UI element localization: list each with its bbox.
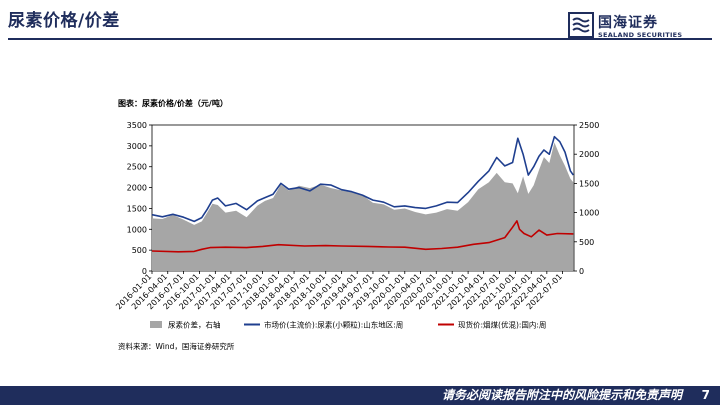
y-right-tick-label: 2500: [579, 121, 599, 130]
y-left-tick-label: 0: [142, 267, 147, 276]
footer-disclaimer: 请务必阅读报告附注中的风险提示和免责声明: [441, 388, 682, 402]
y-left-tick-label: 1500: [127, 204, 147, 213]
brand-logo: 国海证券 SEALAND SECURITIES: [568, 10, 708, 44]
series-line-coal-spot-price: [151, 220, 574, 253]
y-left-tick-label: 500: [132, 246, 147, 255]
y-right-tick-label: 1000: [579, 209, 599, 218]
y-right-tick-label: 0: [579, 267, 584, 276]
page-number: 7: [701, 388, 710, 402]
series-area-urea-spread: [152, 142, 574, 271]
y-left-tick-label: 3500: [127, 121, 147, 130]
y-right-tick-label: 1500: [579, 179, 599, 188]
series-line-urea-market-price: [151, 135, 574, 223]
y-right-tick-label: 500: [579, 238, 594, 247]
legend-label: 现货价:烟煤(优混):国内:周: [458, 320, 546, 330]
brand-name-en: SEALAND SECURITIES: [598, 31, 683, 39]
sealand-logo-icon: [568, 12, 594, 38]
y-left-tick-label: 2000: [127, 184, 147, 193]
footer-bar: [0, 386, 720, 405]
legend-swatch-area: [150, 321, 162, 328]
y-right-tick-label: 2000: [579, 150, 599, 159]
legend-label: 市场价(主流价):尿素(小颗粒):山东地区:周: [264, 320, 403, 330]
urea-price-chart: 0 500 1000 1500 2000 2500 3000 3500 0 500 1000 1500…: [114, 121, 599, 330]
source-note: 资料来源：Wind，国海证券研究所: [118, 342, 235, 351]
legend-label: 尿素价差，右轴: [168, 320, 221, 330]
y-left-tick-label: 1000: [127, 225, 147, 234]
y-left-tick-label: 3000: [127, 142, 147, 151]
slide-title: 尿素价格/价差: [8, 11, 120, 31]
y-left-tick-label: 2500: [127, 163, 147, 172]
title-divider: [8, 38, 712, 40]
brand-name-cn: 国海证券: [598, 15, 658, 31]
chart-title: 图表：尿素价格/价差（元/吨）: [118, 99, 228, 108]
